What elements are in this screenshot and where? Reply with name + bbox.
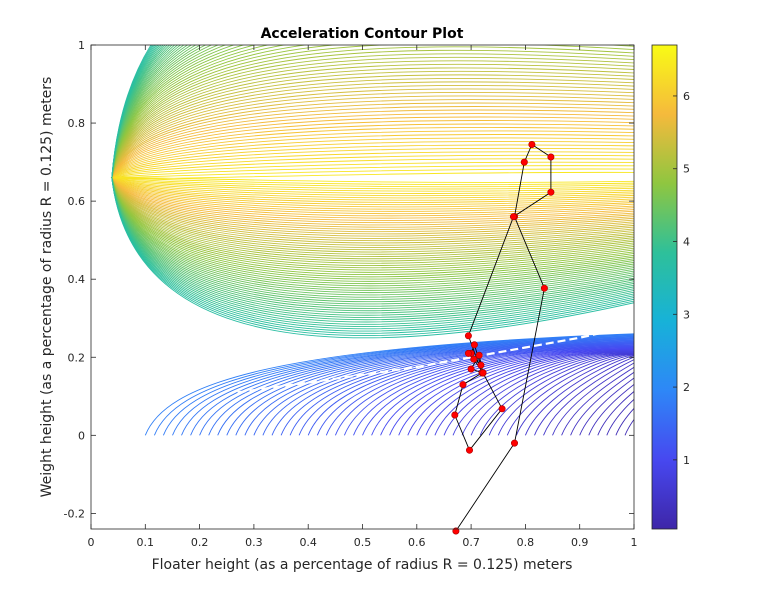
colorbar-ticks: 1 2 3 4 5 6: [673, 90, 690, 467]
y-tick-label: 0.4: [68, 273, 86, 286]
trajectory-point: [510, 439, 518, 447]
y-tick-label: 0.2: [68, 351, 86, 364]
x-tick-label: 1: [631, 536, 638, 549]
x-tick-label: 0.8: [517, 536, 535, 549]
x-tick-label: 0.1: [137, 536, 155, 549]
colorbar-tick-label: 4: [683, 236, 690, 249]
x-axis-label: Floater height (as a percentage of radiu…: [152, 557, 573, 573]
x-tick-label: 0.7: [462, 536, 480, 549]
colorbar-tick-label: 3: [683, 308, 690, 321]
trajectory-point: [464, 332, 472, 340]
colorbar-tick-label: 2: [683, 381, 690, 394]
y-tick-label: 0.6: [68, 195, 86, 208]
trajectory-point: [467, 365, 475, 373]
y-tick-label: 1: [78, 39, 85, 52]
x-tick-label: 0.2: [191, 536, 209, 549]
y-tick-label: 0.8: [68, 117, 86, 130]
contour-lines: [110, 45, 634, 436]
minimum-valley: [237, 326, 624, 394]
colorbar-tick-label: 6: [683, 90, 690, 103]
trajectory-point: [465, 446, 473, 454]
chart-title: Acceleration Contour Plot: [261, 26, 464, 42]
x-axis-ticks: 0 0.1 0.2 0.3 0.4 0.5 0.6 0.7 0.8 0.9 1: [88, 45, 638, 549]
trajectory-point: [540, 284, 548, 292]
x-tick-label: 0.5: [354, 536, 372, 549]
minimum-valley-line: [237, 326, 624, 394]
trajectory-point: [477, 361, 485, 369]
trajectory-point: [528, 141, 536, 149]
trajectory-point: [479, 369, 487, 377]
trajectory-point: [464, 349, 472, 357]
colorbar-tick-label: 1: [683, 454, 690, 467]
trajectory-point: [498, 405, 506, 413]
y-tick-label: -0.2: [64, 507, 85, 520]
trajectory-point: [475, 351, 483, 359]
trajectory-point: [451, 411, 459, 419]
x-tick-label: 0: [88, 536, 95, 549]
trajectory-point: [509, 213, 517, 221]
trajectory-point: [470, 355, 478, 363]
x-tick-label: 0.3: [245, 536, 263, 549]
trajectory-point: [470, 341, 478, 349]
trajectory-point: [520, 158, 528, 166]
y-tick-label: 0: [78, 429, 85, 442]
x-tick-label: 0.6: [408, 536, 426, 549]
trajectory-markers: [451, 141, 555, 535]
x-tick-label: 0.4: [299, 536, 317, 549]
y-axis-label: Weight height (as a percentage of radius…: [39, 77, 55, 498]
trajectory-point: [547, 153, 555, 161]
x-tick-label: 0.9: [571, 536, 589, 549]
trajectory-point: [459, 381, 467, 389]
trajectory-point: [547, 188, 555, 196]
colorbar-tick-label: 5: [683, 163, 690, 176]
y-axis-ticks: -0.2 0 0.2 0.4 0.6 0.8 1: [64, 39, 634, 520]
colorbar: [651, 44, 678, 530]
